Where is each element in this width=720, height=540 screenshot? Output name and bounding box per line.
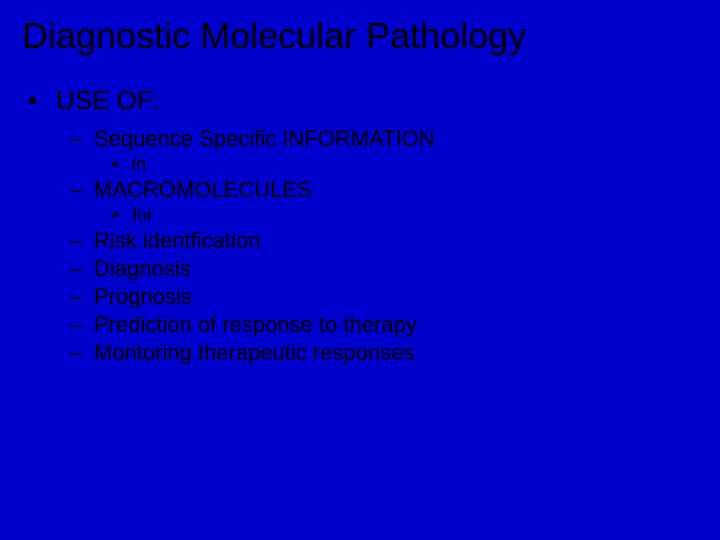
dash-bullet-icon: –: [70, 284, 94, 310]
bullet-level2: – Prediction of response to therapy: [70, 312, 698, 338]
slide: Diagnostic Molecular Pathology • USE OF:…: [0, 0, 720, 540]
bullet-text: USE OF:: [56, 85, 160, 116]
disc-bullet-icon: •: [112, 154, 132, 175]
disc-bullet-icon: •: [28, 85, 56, 116]
bullet-text: Sequence Specific INFORMATION: [94, 126, 435, 152]
dash-bullet-icon: –: [70, 340, 94, 366]
dash-bullet-icon: –: [70, 256, 94, 282]
bullet-text: Prediction of response to therapy: [94, 312, 417, 338]
dash-bullet-icon: –: [70, 312, 94, 338]
bullet-text: Prognosis: [94, 284, 192, 310]
bullet-text: in: [132, 154, 146, 175]
bullet-text: Risk identfication: [94, 228, 260, 254]
bullet-level2: – Sequence Specific INFORMATION: [70, 126, 698, 152]
bullet-level3: • for: [112, 205, 698, 226]
bullet-level2: – Diagnosis: [70, 256, 698, 282]
bullet-text: for: [132, 205, 153, 226]
bullet-level2: – Montoring therapeutic responses: [70, 340, 698, 366]
bullet-text: MACROMOLECULES: [94, 177, 312, 203]
bullet-level3: • in: [112, 154, 698, 175]
bullet-text: Diagnosis: [94, 256, 191, 282]
disc-bullet-icon: •: [112, 205, 132, 226]
bullet-level2: – Risk identfication: [70, 228, 698, 254]
bullet-text: Montoring therapeutic responses: [94, 340, 414, 366]
dash-bullet-icon: –: [70, 126, 94, 152]
bullet-level2: – Prognosis: [70, 284, 698, 310]
dash-bullet-icon: –: [70, 228, 94, 254]
bullet-level2: – MACROMOLECULES: [70, 177, 698, 203]
dash-bullet-icon: –: [70, 177, 94, 203]
bullet-level1: • USE OF:: [28, 85, 698, 116]
slide-title: Diagnostic Molecular Pathology: [22, 14, 698, 57]
